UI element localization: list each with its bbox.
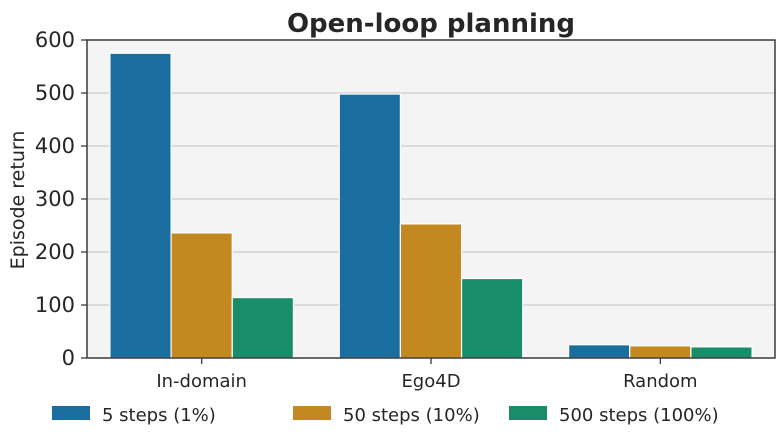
x-tick-label: Random [623,371,698,392]
y-axis-label: Episode return [7,131,29,270]
legend-swatch [509,406,547,420]
chart-title: Open-loop planning [287,9,575,39]
y-tick-label: 300 [35,187,75,211]
y-tick-label: 100 [35,293,75,317]
x-tick-label: In-domain [156,371,247,392]
y-tick-label: 600 [35,28,75,52]
bar [399,223,463,359]
y-tick-label: 500 [35,81,75,105]
legend-swatch [293,406,331,420]
bar [629,345,692,359]
bar [460,277,524,359]
y-tick-label: 200 [35,240,75,264]
legend-swatch [52,406,90,420]
y-tick-label: 0 [62,346,75,370]
legend-label: 5 steps (1%) [102,405,216,426]
bar [338,93,402,359]
bar [170,232,233,359]
bar [567,344,631,359]
legend: 5 steps (1%) 50 steps (10%) 500 steps (100… [52,405,719,426]
legend-item: 5 steps (1%) [52,405,216,426]
bar [231,296,295,359]
y-axis: 0 100 200 300 400 500 600 [35,28,87,370]
legend-label: 500 steps (100%) [559,405,719,426]
legend-label: 50 steps (10%) [343,405,480,426]
x-tick-label: Ego4D [401,371,460,392]
legend-item: 500 steps (100%) [509,405,719,426]
y-tick-label: 400 [35,134,75,158]
legend-item: 50 steps (10%) [293,405,480,426]
x-axis: In-domain Ego4D Random [156,358,698,392]
bars-group [109,52,753,359]
bar [109,52,172,359]
bar [690,346,753,359]
